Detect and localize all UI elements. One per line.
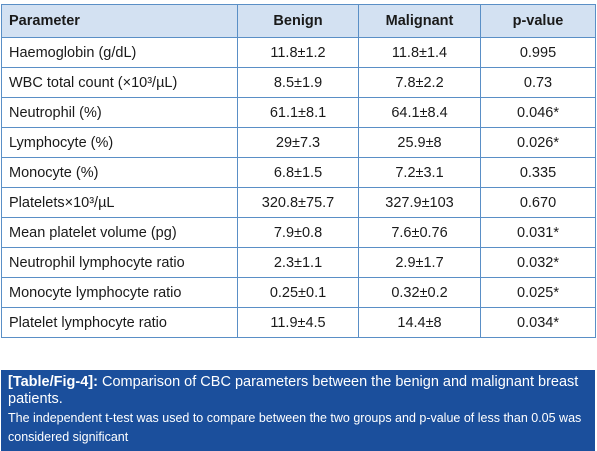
- benign-cell: 7.9±0.8: [237, 217, 359, 248]
- table-row: Platelet lymphocyte ratio 11.9±4.5 14.4±8 0…: [1, 307, 596, 338]
- benign-cell: 11.9±4.5: [237, 307, 359, 338]
- benign-cell: 2.3±1.1: [237, 247, 359, 278]
- benign-cell: 0.25±0.1: [237, 277, 359, 308]
- parameter-cell: Haemoglobin (g/dL): [1, 37, 238, 68]
- table-row: Monocyte (%) 6.8±1.5 7.2±3.1 0.335: [1, 157, 596, 188]
- parameter-cell: Neutrophil (%): [1, 97, 238, 128]
- table-row: Mean platelet volume (pg) 7.9±0.8 7.6±0.76…: [1, 217, 596, 248]
- parameter-cell: Mean platelet volume (pg): [1, 217, 238, 248]
- parameter-cell: Platelet lymphocyte ratio: [1, 307, 238, 338]
- p-value-cell: 0.025*: [480, 277, 596, 308]
- malignant-cell: 7.8±2.2: [358, 67, 481, 98]
- table-row: Lymphocyte (%) 29±7.3 25.9±8 0.026*: [1, 127, 596, 158]
- malignant-cell: 7.2±3.1: [358, 157, 481, 188]
- caption-title: Comparison of CBC parameters between the…: [8, 374, 579, 407]
- malignant-cell: 25.9±8: [358, 127, 481, 158]
- header-benign: Benign: [237, 4, 359, 38]
- header-parameter: Parameter: [1, 4, 238, 38]
- caption-main: [Table/Fig-4]: Comparison of CBC paramet…: [8, 374, 588, 408]
- header-malignant: Malignant: [358, 4, 481, 38]
- p-value-cell: 0.034*: [480, 307, 596, 338]
- parameter-cell: WBC total count (×10³/µL): [1, 67, 238, 98]
- benign-cell: 29±7.3: [237, 127, 359, 158]
- benign-cell: 11.8±1.2: [237, 37, 359, 68]
- p-value-cell: 0.73: [480, 67, 596, 98]
- p-value-cell: 0.031*: [480, 217, 596, 248]
- table-row: Monocyte lymphocyte ratio 0.25±0.1 0.32±0.…: [1, 277, 596, 308]
- table-header-row: Parameter Benign Malignant p-value: [1, 4, 596, 38]
- table-caption: [Table/Fig-4]: Comparison of CBC paramet…: [1, 370, 595, 451]
- cbc-comparison-table: Parameter Benign Malignant p-value Haemo…: [1, 4, 596, 338]
- table-row: Neutrophil (%) 61.1±8.1 64.1±8.4 0.046*: [1, 97, 596, 128]
- p-value-cell: 0.032*: [480, 247, 596, 278]
- malignant-cell: 2.9±1.7: [358, 247, 481, 278]
- benign-cell: 61.1±8.1: [237, 97, 359, 128]
- header-p-value: p-value: [480, 4, 596, 38]
- parameter-cell: Lymphocyte (%): [1, 127, 238, 158]
- parameter-cell: Platelets×10³/µL: [1, 187, 238, 218]
- p-value-cell: 0.335: [480, 157, 596, 188]
- table-row: WBC total count (×10³/µL) 8.5±1.9 7.8±2.2 0…: [1, 67, 596, 98]
- table-row: Neutrophil lymphocyte ratio 2.3±1.1 2.9±1.…: [1, 247, 596, 278]
- malignant-cell: 0.32±0.2: [358, 277, 481, 308]
- caption-label: [Table/Fig-4]:: [8, 374, 98, 390]
- malignant-cell: 327.9±103: [358, 187, 481, 218]
- malignant-cell: 14.4±8: [358, 307, 481, 338]
- p-value-cell: 0.995: [480, 37, 596, 68]
- parameter-cell: Neutrophil lymphocyte ratio: [1, 247, 238, 278]
- p-value-cell: 0.046*: [480, 97, 596, 128]
- benign-cell: 320.8±75.7: [237, 187, 359, 218]
- table-body: Haemoglobin (g/dL) 11.8±1.2 11.8±1.4 0.995 W…: [1, 37, 596, 338]
- p-value-cell: 0.026*: [480, 127, 596, 158]
- malignant-cell: 64.1±8.4: [358, 97, 481, 128]
- malignant-cell: 11.8±1.4: [358, 37, 481, 68]
- p-value-cell: 0.670: [480, 187, 596, 218]
- table-row: Platelets×10³/µL 320.8±75.7 327.9±103 0.670: [1, 187, 596, 218]
- malignant-cell: 7.6±0.76: [358, 217, 481, 248]
- table-row: Haemoglobin (g/dL) 11.8±1.2 11.8±1.4 0.995: [1, 37, 596, 68]
- caption-note: The independent t-test was used to compa…: [8, 411, 582, 444]
- benign-cell: 8.5±1.9: [237, 67, 359, 98]
- parameter-cell: Monocyte lymphocyte ratio: [1, 277, 238, 308]
- parameter-cell: Monocyte (%): [1, 157, 238, 188]
- benign-cell: 6.8±1.5: [237, 157, 359, 188]
